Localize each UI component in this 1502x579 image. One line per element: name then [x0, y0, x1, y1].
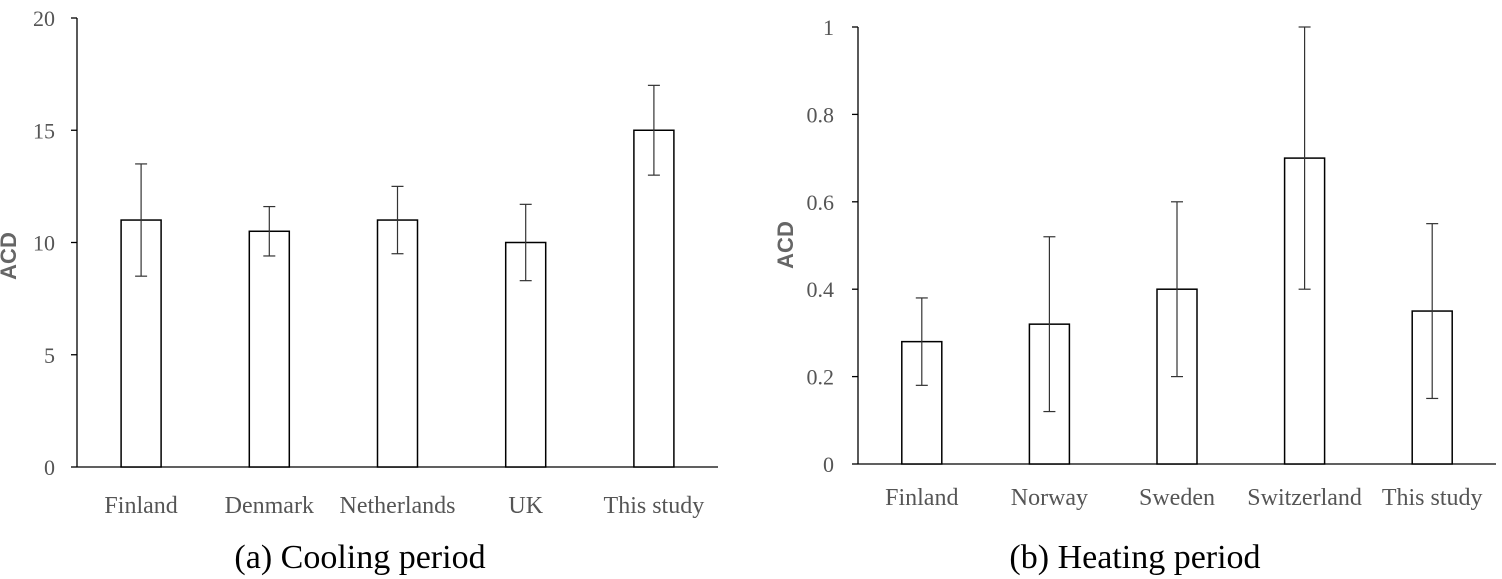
x-category-label: Netherlands — [340, 493, 456, 519]
cooling-period-chart: 0 5 10 15 20 ACD Finland Denmark Netherlands UK… — [0, 6, 718, 576]
chart-caption: (a) Cooling period — [234, 539, 485, 576]
x-category-label: Norway — [1011, 485, 1088, 511]
x-category-label: Finland — [104, 493, 177, 519]
y-axis-label: ACD — [0, 232, 21, 280]
y-tick-label: 10 — [33, 231, 55, 256]
y-tick-label: 1 — [823, 15, 834, 40]
y-tick-label: 0 — [44, 455, 55, 480]
bar — [248, 230, 291, 468]
x-category-label: This study — [604, 493, 705, 519]
y-tick-label: 0.6 — [807, 190, 835, 215]
chart-caption: (b) Heating period — [1009, 539, 1260, 576]
y-tick-label: 0 — [823, 452, 834, 477]
bar — [376, 219, 419, 468]
y-tick-label: 5 — [44, 343, 55, 368]
x-category-label: UK — [508, 493, 543, 519]
bar — [633, 129, 675, 468]
y-tick-label: 15 — [33, 118, 55, 143]
bars — [120, 84, 675, 468]
x-category-label: Sweden — [1139, 485, 1215, 511]
y-axis-label: ACD — [773, 221, 798, 269]
y-tick-label: 20 — [33, 6, 55, 31]
y-tick-label: 0.8 — [807, 102, 835, 127]
x-axis-categories: Finland Norway Sweden Switzerland This study — [885, 485, 1482, 511]
x-category-label: Finland — [885, 485, 958, 511]
y-tick-label: 0.2 — [807, 365, 835, 390]
y-axis-ticks: 0 5 10 15 20 — [33, 6, 77, 480]
y-tick-label: 0.4 — [807, 277, 835, 302]
heating-period-chart: 0 0.2 0.4 0.6 0.8 1 ACD Finland Norway Sweden Sw… — [773, 15, 1496, 576]
x-category-label: Denmark — [225, 493, 314, 519]
x-category-label: Switzerland — [1247, 485, 1362, 511]
bars — [901, 26, 1453, 465]
y-axis-ticks: 0 0.2 0.4 0.6 0.8 1 — [807, 15, 858, 477]
x-axis-categories: Finland Denmark Netherlands UK This study — [104, 493, 704, 519]
x-category-label: This study — [1382, 485, 1483, 511]
